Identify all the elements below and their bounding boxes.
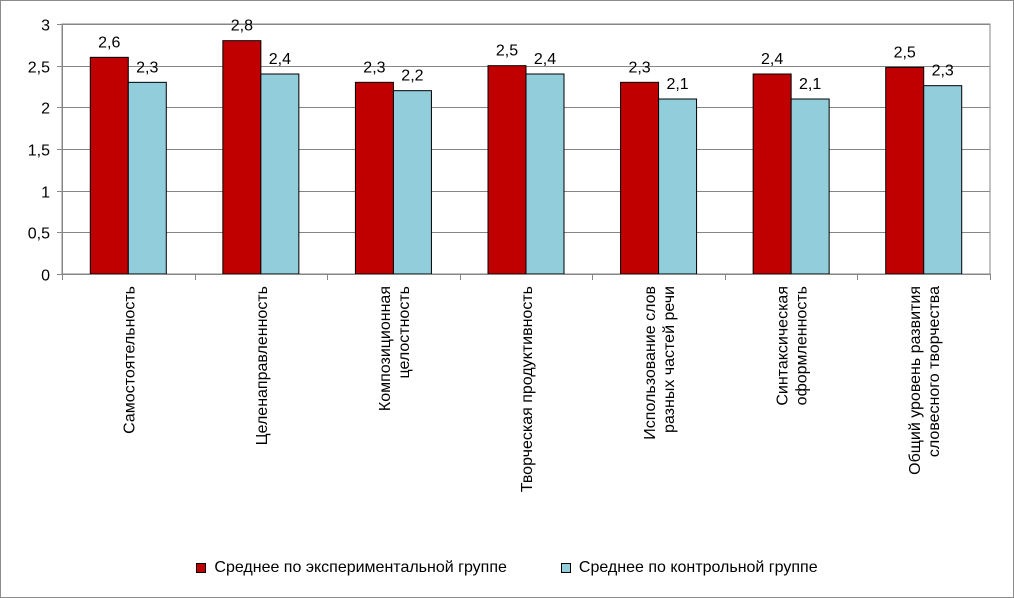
y-tick-label: 3 [41, 18, 50, 35]
y-tick-label: 0,5 [28, 226, 50, 243]
data-label-experimental: 2,3 [628, 59, 650, 76]
legend: Среднее по экспериментальной группе Сред… [0, 556, 1014, 580]
category-label: Использование слов разных частей речи [642, 286, 678, 440]
legend-item-control: Среднее по контрольной группе [560, 559, 818, 577]
category-label-line: целостность [396, 286, 413, 379]
y-tick-label: 0 [41, 268, 50, 285]
category-label-line: Целенаправленность [254, 286, 271, 445]
bar-experimental [885, 66, 925, 275]
bar-experimental [354, 81, 394, 275]
bar-experimental [89, 56, 129, 275]
y-tick-label: 1,5 [28, 143, 50, 160]
bar-control [260, 73, 300, 275]
bar-experimental [752, 73, 792, 275]
bar-control [127, 81, 167, 275]
y-tick-label: 2 [41, 101, 50, 118]
category-label-line: Общий уровень развития [907, 286, 924, 475]
bar-control [658, 98, 698, 275]
legend-swatch-experimental [196, 563, 207, 573]
bar-experimental [620, 81, 660, 275]
bar-control [923, 85, 963, 275]
legend-label-experimental: Среднее по экспериментальной группе [214, 559, 507, 576]
bar-control [525, 73, 565, 275]
data-label-control: 2,4 [269, 51, 291, 68]
y-tick-label: 1 [41, 185, 50, 202]
data-label-control: 2,1 [666, 76, 688, 93]
y-tick-label: 2,5 [28, 60, 50, 77]
category-label: Синтаксическая оформленность [775, 286, 811, 406]
category-label-line: разных частей речи [661, 286, 678, 433]
data-label-experimental: 2,5 [496, 43, 518, 60]
data-label-control: 2,1 [799, 76, 821, 93]
category-label: Творческая продуктивность [519, 286, 536, 492]
category-label: Общий уровень развития словесного творчес… [907, 286, 943, 475]
data-label-control: 2,3 [932, 63, 954, 80]
bar-experimental [222, 40, 262, 275]
data-label-control: 2,3 [136, 59, 158, 76]
data-label-experimental: 2,3 [363, 59, 385, 76]
legend-swatch-control [560, 563, 571, 573]
legend-item-experimental: Среднее по экспериментальной группе [196, 559, 507, 577]
data-label-control: 2,2 [401, 68, 423, 85]
data-label-experimental: 2,8 [231, 18, 253, 35]
category-label-line: Синтаксическая [775, 286, 792, 406]
category-label: Целенаправленность [254, 286, 271, 445]
bar-control [790, 98, 830, 275]
category-label-line: Использование слов [642, 286, 659, 440]
category-label-line: оформленность [794, 286, 811, 405]
category-label-line: Композиционная [377, 286, 394, 411]
legend-label-control: Среднее по контрольной группе [578, 559, 818, 576]
category-label: Композиционная целостность [377, 286, 413, 411]
category-label: Самостоятельность [121, 286, 138, 434]
data-label-experimental: 2,6 [98, 34, 120, 51]
data-label-experimental: 2,4 [761, 51, 783, 68]
category-label-line: Творческая продуктивность [519, 286, 536, 492]
category-label-line: словесного творчества [926, 286, 943, 457]
data-label-control: 2,4 [534, 51, 556, 68]
category-label-line: Самостоятельность [121, 286, 138, 434]
data-label-experimental: 2,5 [894, 44, 916, 61]
bar-control [392, 90, 432, 275]
bar-experimental [487, 65, 527, 275]
